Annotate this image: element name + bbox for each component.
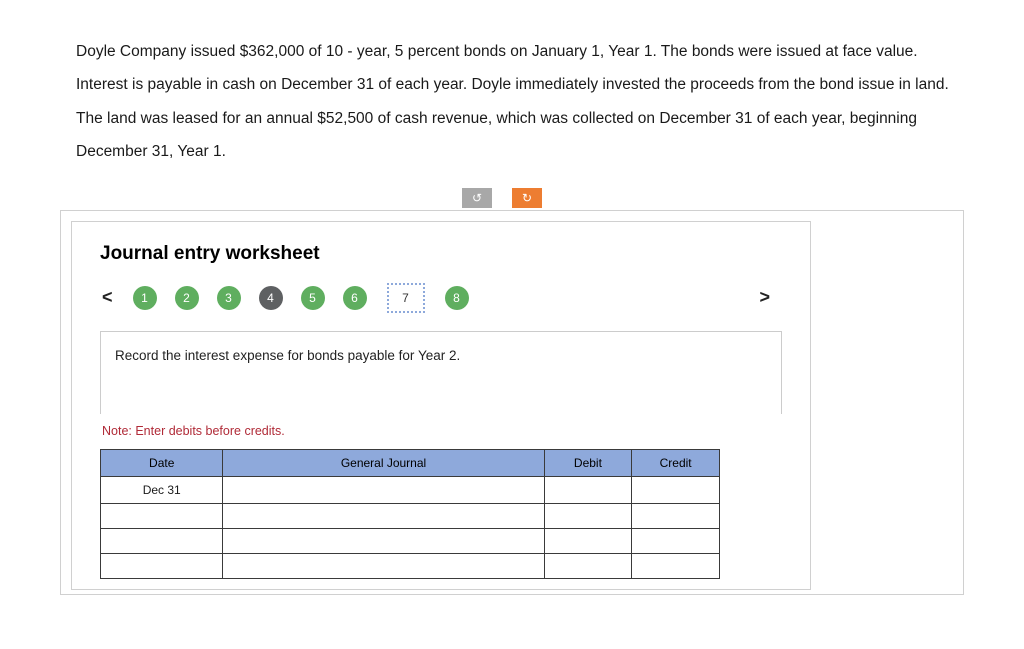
step-3[interactable]: 3 [217,286,241,310]
redo-button[interactable]: ↻ [512,188,542,208]
step-5[interactable]: 5 [301,286,325,310]
cell-date[interactable]: Dec 31 [101,476,223,503]
table-header-row: Date General Journal Debit Credit [101,449,720,476]
cell-credit[interactable] [632,476,720,503]
cell-date[interactable] [101,553,223,578]
cell-account[interactable] [223,476,544,503]
worksheet-panel: Journal entry worksheet < 1 2 3 4 5 6 7 … [60,210,964,595]
col-credit-header: Credit [632,449,720,476]
cell-credit[interactable] [632,528,720,553]
undo-redo-bar: ↺ ↻ [0,188,1024,208]
step-navigator: < 1 2 3 4 5 6 7 8 > [100,283,782,313]
table-row [101,503,720,528]
table-row [101,528,720,553]
step-1[interactable]: 1 [133,286,157,310]
cell-debit[interactable] [544,476,632,503]
worksheet-card: Journal entry worksheet < 1 2 3 4 5 6 7 … [71,221,811,590]
table-row: Dec 31 [101,476,720,503]
journal-entry-table: Date General Journal Debit Credit Dec 31 [100,449,720,579]
cell-account[interactable] [223,503,544,528]
nav-next-button[interactable]: > [757,284,772,311]
nav-prev-button[interactable]: < [100,284,115,311]
entry-instruction: Record the interest expense for bonds pa… [100,331,782,414]
cell-credit[interactable] [632,503,720,528]
col-date-header: Date [101,449,223,476]
col-debit-header: Debit [544,449,632,476]
cell-debit[interactable] [544,528,632,553]
debits-before-credits-note: Note: Enter debits before credits. [100,414,782,449]
cell-date[interactable] [101,503,223,528]
step-4[interactable]: 4 [259,286,283,310]
step-6[interactable]: 6 [343,286,367,310]
cell-account[interactable] [223,528,544,553]
cell-date[interactable] [101,528,223,553]
cell-debit[interactable] [544,503,632,528]
step-8[interactable]: 8 [445,286,469,310]
table-row [101,553,720,578]
problem-statement: Doyle Company issued $362,000 of 10 - ye… [0,0,1024,188]
step-7-active[interactable]: 7 [387,283,425,313]
cell-debit[interactable] [544,553,632,578]
cell-credit[interactable] [632,553,720,578]
worksheet-title: Journal entry worksheet [100,240,782,269]
undo-button[interactable]: ↺ [462,188,492,208]
col-journal-header: General Journal [223,449,544,476]
step-2[interactable]: 2 [175,286,199,310]
cell-account[interactable] [223,553,544,578]
